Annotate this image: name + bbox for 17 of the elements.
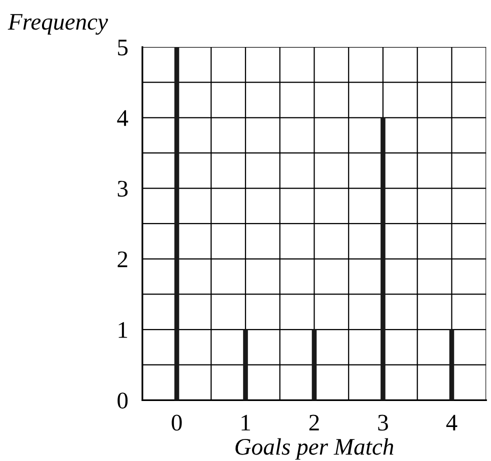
- bar: [380, 118, 386, 400]
- x-tick-label: 1: [242, 414, 250, 430]
- bar: [312, 330, 317, 400]
- y-tick-label: 1: [118, 322, 128, 338]
- x-tick-label: 2: [309, 414, 319, 430]
- x-axis-title: Goals per Match: [236, 438, 394, 460]
- y-tick-label: 3: [118, 180, 128, 197]
- bar: [449, 330, 454, 400]
- y-tick-label: 4: [117, 110, 128, 126]
- x-tick-label: 4: [446, 414, 458, 430]
- bar: [243, 330, 248, 400]
- x-tick-label: 0: [172, 414, 182, 431]
- y-axis-title: Frequency: [8, 14, 108, 35]
- y-tick-label: 5: [118, 40, 128, 56]
- y-tick-label: 2: [118, 251, 128, 268]
- x-tick-label: 3: [378, 414, 388, 431]
- y-tick-label: 0: [118, 392, 128, 409]
